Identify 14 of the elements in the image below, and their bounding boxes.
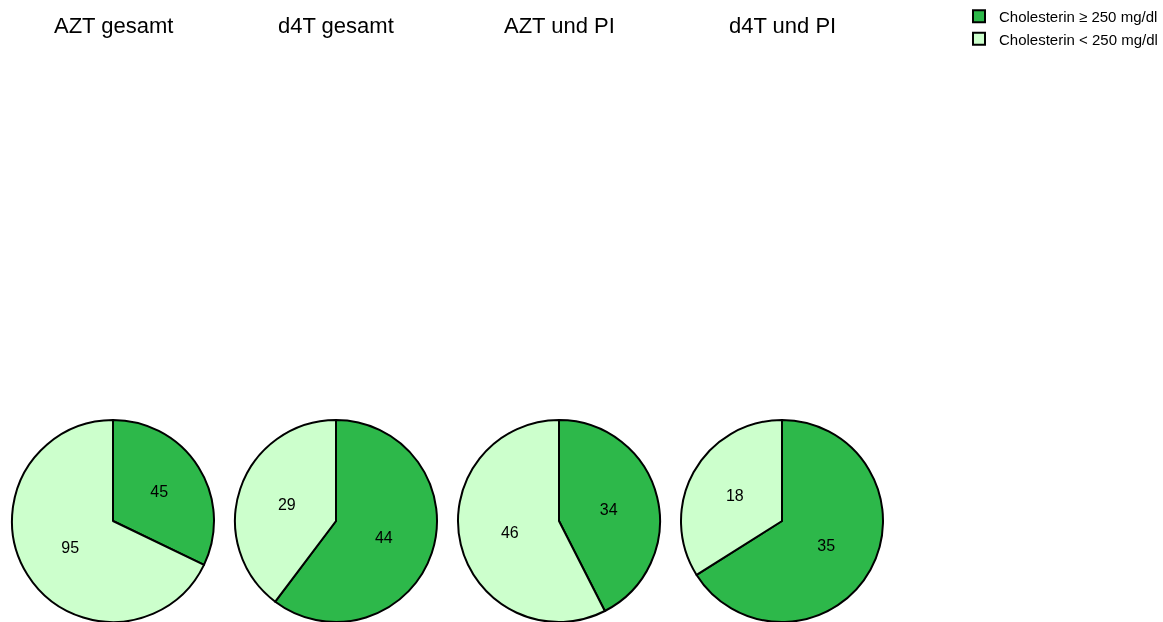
data-label: 35 (817, 536, 836, 554)
data-label: 45 (150, 483, 169, 501)
data-label: 95 (61, 539, 80, 557)
data-label: 46 (500, 524, 519, 542)
chart-title: d4T gesamt (278, 13, 394, 38)
chart-title: d4T und PI (729, 13, 837, 38)
data-label: 29 (277, 496, 296, 514)
chart-title: AZT und PI (504, 13, 615, 38)
chart-title: AZT gesamt (54, 13, 174, 38)
legend-label: Cholesterin < 250 mg/dl (999, 30, 1158, 48)
data-label: 18 (725, 486, 744, 504)
legend-label: Cholesterin ≥ 250 mg/dl (999, 8, 1158, 26)
data-label: 34 (599, 500, 618, 518)
data-label: 44 (374, 528, 393, 546)
